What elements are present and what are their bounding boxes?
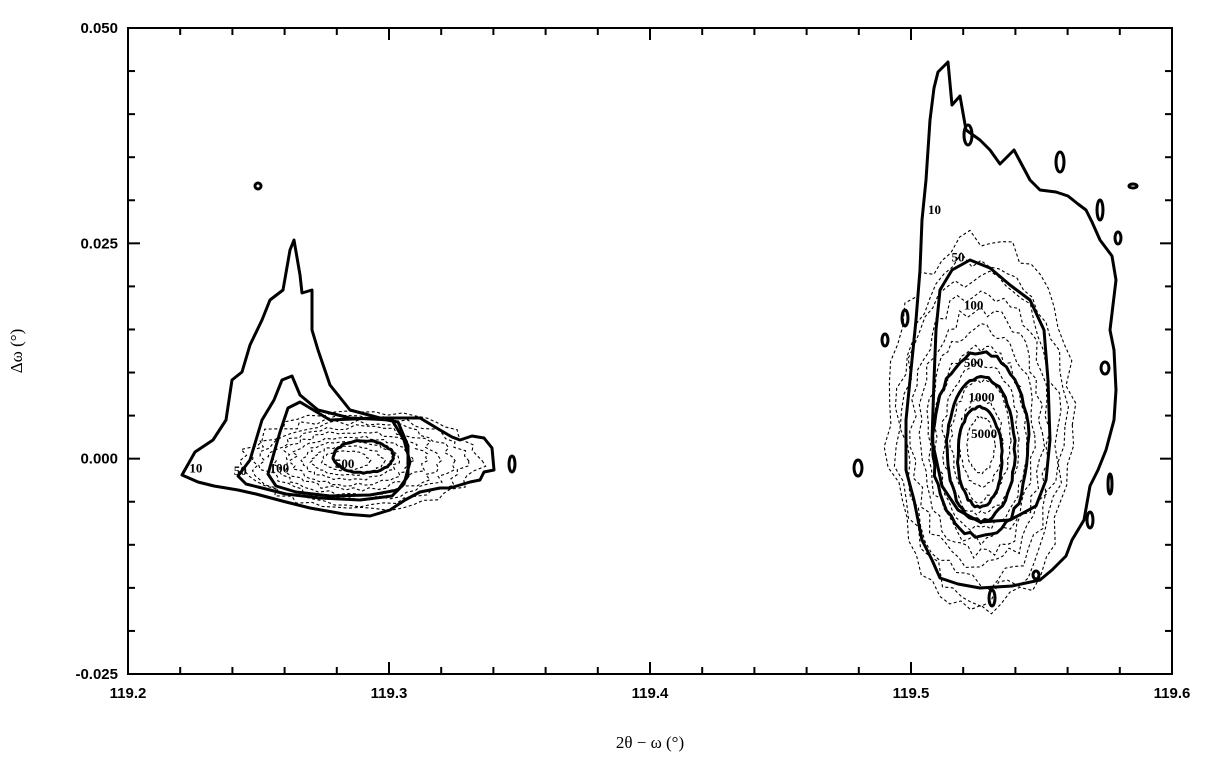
contour-right-dashed	[966, 415, 996, 475]
contour-left-10	[180, 238, 496, 518]
contour-island	[1031, 569, 1041, 581]
contour-labels: 10 50 100 500 10 50 100 500 1000 5000	[189, 202, 997, 478]
contour-island	[1127, 182, 1139, 190]
contour-left-dashed	[283, 431, 429, 492]
contour-label: 1000	[968, 390, 994, 405]
contour-right-500	[931, 350, 1031, 539]
contour-left-500	[331, 439, 396, 475]
contour-label: 100	[270, 460, 290, 475]
x-tick-label: 119.4	[632, 685, 669, 702]
y-tick-label: 0.050	[80, 20, 118, 37]
contour-right-dashed	[957, 396, 1004, 488]
contour-label: 5000	[971, 426, 997, 441]
y-tick-label: 0.000	[80, 451, 118, 468]
contour-island	[852, 458, 864, 478]
contour-right-dashed	[918, 306, 1046, 560]
y-axis-title: Δω (°)	[7, 329, 26, 374]
contour-right-5000	[956, 404, 1004, 509]
contour-right-dashed	[899, 270, 1062, 591]
contour-label: 500	[335, 456, 355, 471]
contour-lines	[180, 60, 1139, 615]
contour-right-dashed	[926, 323, 1036, 546]
contour-label: 100	[964, 297, 984, 312]
contour-label: 50	[234, 463, 247, 478]
contour-left-dashed	[249, 414, 470, 508]
contour-left-dashed	[320, 450, 372, 472]
contour-island	[1099, 360, 1111, 376]
x-tick-label: 119.3	[371, 685, 408, 702]
contour-island	[1085, 510, 1095, 530]
x-tick-label: 119.6	[1154, 685, 1191, 702]
contour-right-10	[904, 60, 1118, 590]
contour-island	[987, 588, 997, 608]
contour-left-dashed	[239, 410, 487, 511]
plot-frame	[127, 27, 1173, 675]
contour-right-100	[930, 258, 1052, 524]
axes: 119.2 119.3 119.4 119.5 119.6 -0.025 0.000 0.02…	[75, 20, 1190, 702]
contour-left-dashed	[300, 440, 401, 481]
contour-left-dashed	[258, 419, 456, 501]
contour-island	[1054, 150, 1066, 174]
contour-island	[880, 332, 890, 348]
contour-right-1000	[944, 375, 1017, 525]
contour-island	[507, 454, 517, 474]
x-tick-label: 119.2	[110, 685, 147, 702]
contour-label: 10	[189, 460, 202, 475]
contour-label: 500	[964, 355, 984, 370]
contour-island	[1106, 472, 1114, 496]
contour-label: 50	[951, 249, 964, 264]
contour-island	[962, 123, 974, 147]
x-tick-label: 119.5	[893, 685, 930, 702]
contour-island	[1113, 230, 1123, 246]
contour-label: 10	[928, 202, 941, 217]
contour-right-dashed	[941, 361, 1020, 516]
y-tick-label: -0.025	[75, 666, 118, 683]
contour-right-dashed	[909, 290, 1051, 568]
contour-island	[900, 308, 910, 328]
contour-left-dashed	[288, 435, 415, 487]
contour-left-dashed	[267, 424, 443, 497]
contour-right-dashed	[934, 344, 1028, 531]
contour-left-100	[266, 400, 410, 498]
contour-right-dashed	[883, 229, 1077, 615]
y-tick-label: 0.025	[80, 235, 118, 252]
contour-island	[1095, 198, 1105, 222]
contour-island	[253, 181, 263, 191]
x-axis-title: 2θ − ω (°)	[616, 733, 684, 752]
